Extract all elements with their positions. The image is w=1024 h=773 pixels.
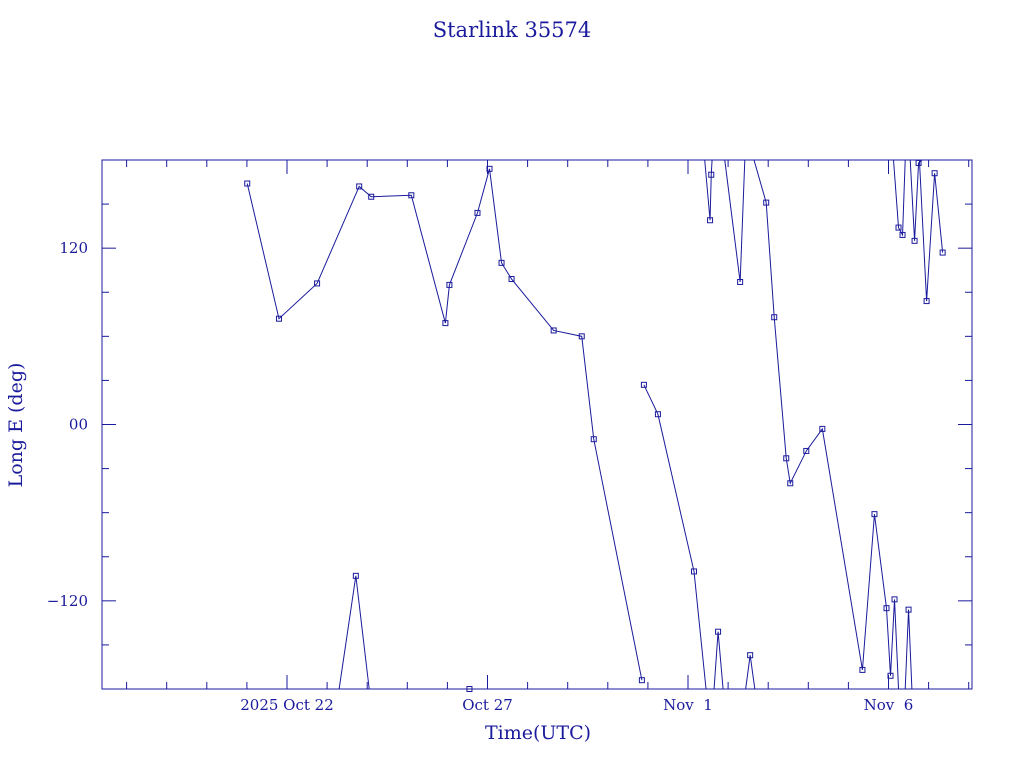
data-point <box>498 259 505 266</box>
data-point <box>905 606 912 613</box>
data-point <box>895 224 902 231</box>
data-point <box>640 381 647 388</box>
x-tick-label: Nov 6 <box>864 696 914 714</box>
series-line <box>893 159 906 237</box>
y-axis-label: Long E (deg) <box>5 363 27 488</box>
series-line <box>918 159 944 302</box>
data-point <box>707 217 714 224</box>
series-line <box>246 168 643 681</box>
data-point <box>871 511 878 518</box>
data-point <box>550 327 557 334</box>
data-point <box>691 568 698 575</box>
data-point <box>474 209 481 216</box>
series-line <box>713 631 724 690</box>
data-point <box>446 281 453 288</box>
series-line <box>338 575 370 690</box>
data-point <box>783 455 790 462</box>
y-tick-label: −120 <box>47 592 88 610</box>
data-point <box>787 480 794 487</box>
data-point <box>771 314 778 321</box>
data-point <box>899 231 906 238</box>
y-tick-label: 120 <box>59 239 88 257</box>
data-point <box>244 180 251 187</box>
data-point <box>859 666 866 673</box>
series-line <box>909 159 923 241</box>
x-tick-label: Oct 27 <box>462 696 513 714</box>
data-point <box>654 411 661 418</box>
data-point <box>915 159 922 166</box>
data-point <box>590 436 597 443</box>
x-axis-label: Time(UTC) <box>485 722 591 744</box>
data-point <box>508 276 515 283</box>
series-line <box>643 384 707 690</box>
data-point <box>819 425 826 432</box>
chart-title: Starlink 35574 <box>433 18 592 42</box>
data-point <box>715 628 722 635</box>
series-line <box>904 609 913 690</box>
series-line <box>753 159 900 690</box>
data-point <box>442 320 449 327</box>
data-point <box>368 193 375 200</box>
data-point <box>466 686 473 692</box>
series-line <box>745 655 756 690</box>
data-point <box>578 333 585 340</box>
data-point <box>275 315 282 322</box>
x-tick-label: 2025 Oct 22 <box>240 696 334 714</box>
data-point <box>708 171 715 178</box>
data-point <box>737 278 744 285</box>
x-tick-label: Nov 1 <box>663 696 713 714</box>
axis-tick-labels: 120 00 −120 2025 Oct 22 Oct 27 Nov 1 Nov 6 <box>47 239 914 714</box>
data-point <box>356 183 363 190</box>
series-lines <box>246 159 944 690</box>
data-point <box>352 572 359 579</box>
data-point <box>803 447 810 454</box>
data-point <box>891 596 898 603</box>
series-line <box>704 159 713 221</box>
data-point <box>931 170 938 177</box>
y-tick-label: 00 <box>69 416 88 434</box>
axis-ticks <box>102 160 972 689</box>
data-point <box>747 652 754 659</box>
data-point <box>939 249 946 256</box>
series-line <box>724 159 746 283</box>
data-point <box>923 298 930 305</box>
plot-frame <box>101 159 973 690</box>
data-point <box>883 605 890 612</box>
data-point <box>314 280 321 287</box>
data-point <box>408 192 415 199</box>
data-point <box>763 199 770 206</box>
data-point <box>486 165 493 172</box>
data-point <box>638 677 645 684</box>
data-point <box>887 672 894 679</box>
data-point <box>911 237 918 244</box>
plot-border <box>101 159 973 690</box>
data-markers <box>244 159 946 692</box>
